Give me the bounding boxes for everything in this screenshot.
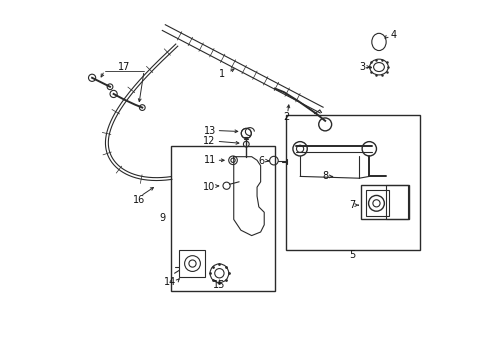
Text: 6: 6	[258, 156, 264, 166]
Text: 4: 4	[390, 30, 396, 40]
Text: 8: 8	[322, 171, 328, 181]
Text: 3: 3	[359, 62, 365, 72]
Text: 5: 5	[349, 249, 355, 260]
Bar	[285, 116, 419, 250]
Text: 2: 2	[283, 112, 289, 122]
Text: 1: 1	[218, 69, 224, 79]
Text: 11: 11	[203, 155, 215, 165]
Text: 9: 9	[159, 213, 165, 222]
Text: 7: 7	[348, 200, 354, 210]
Bar	[386, 185, 407, 220]
Text: 12: 12	[203, 136, 215, 146]
Text: 17: 17	[118, 62, 130, 72]
Circle shape	[296, 145, 303, 152]
Text: 16: 16	[132, 195, 144, 205]
Text: 13: 13	[203, 126, 215, 135]
Bar	[360, 185, 408, 220]
Bar	[365, 190, 388, 216]
Text: 10: 10	[203, 182, 215, 192]
Bar	[179, 250, 204, 277]
Bar	[171, 146, 274, 291]
Text: 14: 14	[164, 277, 176, 287]
Text: 15: 15	[213, 280, 225, 290]
